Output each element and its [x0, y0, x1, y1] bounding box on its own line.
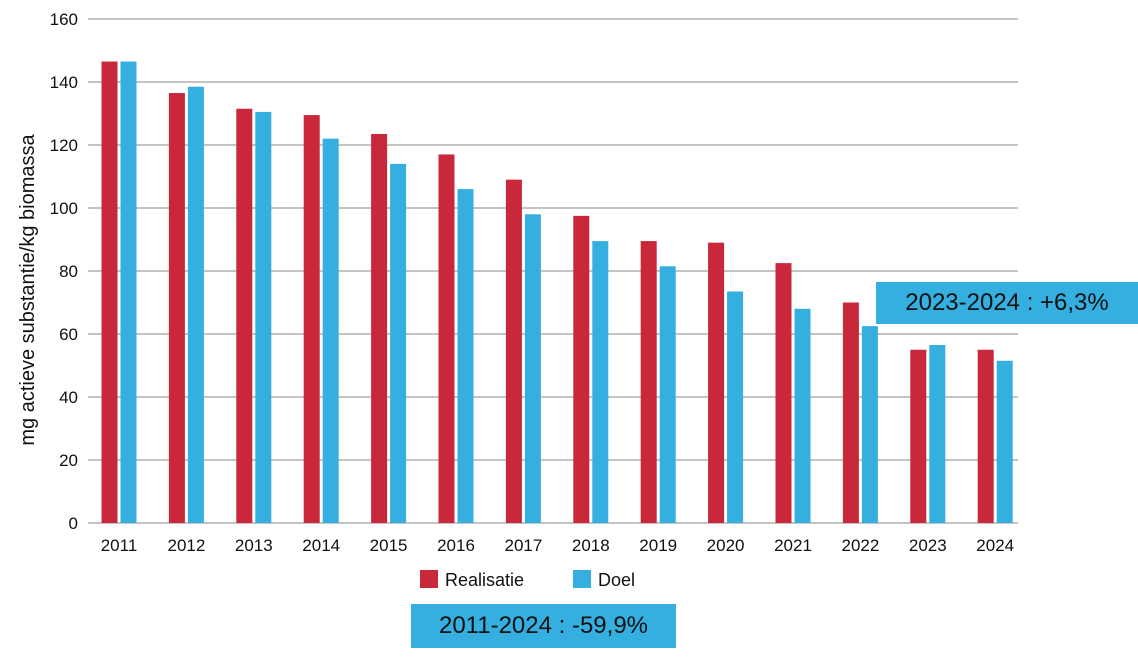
bar-doel-2012 [187, 86, 204, 523]
bar-realisatie-2013 [236, 108, 253, 524]
bar-doel-2020 [727, 291, 744, 523]
bar-realisatie-2012 [168, 93, 185, 524]
bar-realisatie-2021 [775, 263, 792, 523]
bar-doel-2011 [120, 61, 137, 524]
y-tick-80: 80 [59, 262, 78, 281]
bar-realisatie-2022 [842, 302, 859, 523]
y-tick-20: 20 [59, 451, 78, 470]
y-tick-120: 120 [50, 136, 78, 155]
y-tick-140: 140 [50, 73, 78, 92]
bar-realisatie-2017 [505, 179, 522, 523]
bar-realisatie-2018 [573, 215, 590, 523]
legend-label-doel: Doel [598, 570, 635, 590]
x-tick-2012: 2012 [167, 536, 205, 555]
x-tick-2013: 2013 [235, 536, 273, 555]
bar-realisatie-2016 [438, 154, 455, 523]
bar-doel-2017 [524, 214, 541, 524]
bar-realisatie-2023 [910, 349, 927, 523]
bar-doel-2019 [659, 266, 676, 523]
x-tick-2016: 2016 [437, 536, 475, 555]
y-tick-40: 40 [59, 388, 78, 407]
legend: Realisatie Doel [420, 570, 635, 590]
y-axis-label: mg actieve substantie/kg biomassa [17, 133, 39, 445]
legend-swatch-doel [573, 570, 591, 588]
x-tick-2014: 2014 [302, 536, 340, 555]
x-tick-2022: 2022 [841, 536, 879, 555]
annotation-recent-change: 2023-2024 : +6,3% [876, 282, 1138, 324]
x-tick-2023: 2023 [909, 536, 947, 555]
bar-doel-2018 [592, 241, 609, 523]
x-tick-2024: 2024 [976, 536, 1014, 555]
x-tick-2018: 2018 [572, 536, 610, 555]
bar-realisatie-2024 [977, 349, 994, 523]
bar-doel-2022 [861, 326, 878, 523]
legend-label-realisatie: Realisatie [445, 570, 524, 590]
bar-doel-2013 [255, 111, 272, 524]
y-tick-160: 160 [50, 10, 78, 29]
bar-doel-2015 [390, 163, 407, 523]
x-tick-2011: 2011 [101, 536, 138, 555]
bar-doel-2016 [457, 189, 474, 523]
bar-realisatie-2011 [101, 61, 118, 524]
x-tick-2019: 2019 [639, 536, 677, 555]
bar-doel-2024 [996, 360, 1013, 523]
bar-doel-2021 [794, 308, 811, 523]
bar-realisatie-2020 [708, 242, 725, 523]
x-tick-2017: 2017 [504, 536, 542, 555]
bars [101, 61, 1013, 524]
bar-doel-2014 [322, 138, 339, 523]
bar-doel-2023 [929, 345, 946, 523]
x-tick-2020: 2020 [707, 536, 745, 555]
y-tick-60: 60 [59, 325, 78, 344]
legend-swatch-realisatie [420, 570, 438, 588]
y-tick-0: 0 [69, 514, 78, 533]
y-tick-labels: 0 20 40 60 80 100 120 140 160 [50, 10, 78, 533]
x-tick-2021: 2021 [774, 536, 812, 555]
x-tick-2015: 2015 [370, 536, 408, 555]
gridlines [88, 18, 1018, 524]
bar-realisatie-2014 [303, 115, 320, 523]
bar-realisatie-2019 [640, 241, 657, 523]
annotation-total-change: 2011-2024 : -59,9% [411, 604, 676, 648]
bar-realisatie-2015 [371, 133, 388, 523]
x-tick-labels: 2011 2012 2013 2014 2015 2016 2017 2018 2019 2020… [101, 536, 1014, 555]
y-tick-100: 100 [50, 199, 78, 218]
